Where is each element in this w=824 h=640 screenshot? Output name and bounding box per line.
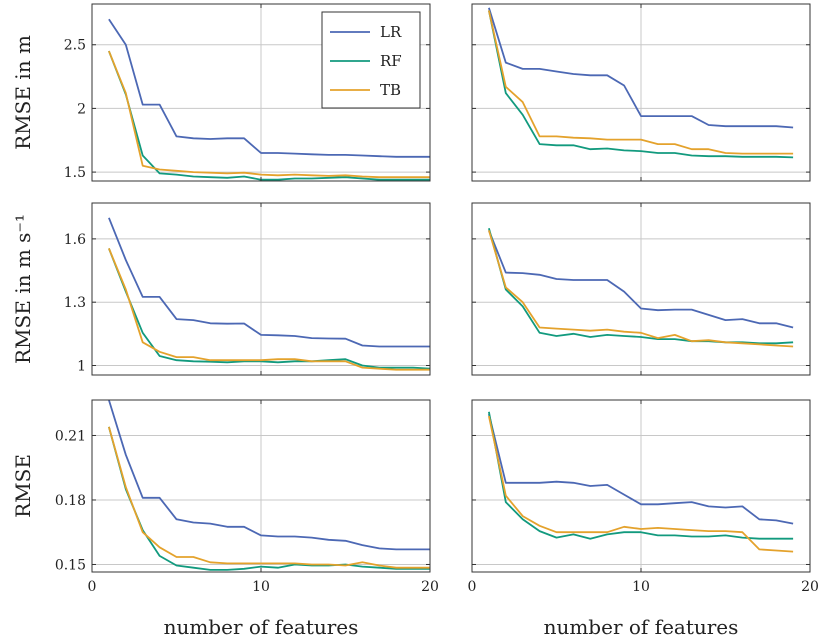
series-line-lr: [488, 413, 794, 525]
legend: LR RF TB: [321, 11, 421, 109]
x-tick-label: 20: [421, 579, 439, 595]
subplot-r2-c1: 0 10 20 number of features: [468, 399, 819, 639]
series-line-tb: [108, 50, 430, 179]
series-line-rf: [108, 426, 430, 571]
series-line-rf: [108, 248, 431, 370]
x-tick-label: 10: [252, 579, 270, 595]
series-line-tb: [488, 10, 794, 155]
y-tick-label: 0.21: [55, 428, 86, 444]
legend-label-lr: LR: [380, 23, 402, 41]
series-line-rf: [488, 411, 794, 540]
series-line-rf: [488, 10, 794, 159]
series-line-tb: [488, 415, 794, 553]
legend-label-rf: RF: [380, 52, 402, 70]
y-tick-label: 1.3: [64, 295, 86, 311]
y-tick-label: 1.5: [64, 165, 86, 181]
y-axis-label: RMSE: [11, 454, 35, 518]
series-line-tb: [108, 248, 430, 371]
series-line-rf: [108, 50, 430, 181]
y-tick-label: 0.15: [55, 557, 86, 573]
y-tick-label: 2.5: [64, 38, 86, 54]
subplot-r2-c0: 0.15 0.18 0.21 0 10 20 RMSE number of features: [11, 399, 439, 639]
y-tick-label: 0.18: [55, 493, 86, 509]
series-line-rf: [488, 228, 794, 345]
series-line-tb: [488, 230, 794, 348]
series-line-lr: [108, 18, 430, 158]
subplot-r1-c0: 1 1.3 1.6 RMSE in m s⁻¹: [11, 202, 431, 376]
series-line-tb: [108, 426, 430, 569]
series-line-lr: [488, 230, 794, 329]
legend-box: [321, 11, 421, 109]
x-tick-label: 0: [88, 579, 97, 595]
x-axis-label: number of features: [544, 615, 739, 639]
subplot-r0-c1: [471, 3, 811, 182]
y-tick-label: 1.6: [64, 232, 86, 248]
x-tick-label: 20: [801, 579, 819, 595]
y-tick-label: 2: [77, 101, 86, 117]
subplot-r1-c1: [471, 202, 811, 376]
y-axis-label: RMSE in m s⁻¹: [11, 214, 35, 364]
subplot-r0-c0: 1.5 2 2.5 RMSE in m LR RF TB: [11, 3, 431, 182]
series-line-lr: [108, 217, 430, 348]
x-axis-label: number of features: [164, 615, 359, 639]
series-line-lr: [108, 399, 430, 551]
series-line-lr: [488, 7, 794, 129]
y-axis-label: RMSE in m: [11, 35, 35, 150]
y-tick-label: 1: [77, 359, 86, 375]
x-tick-label: 10: [632, 579, 650, 595]
legend-label-tb: TB: [380, 81, 401, 99]
x-tick-label: 0: [468, 579, 477, 595]
